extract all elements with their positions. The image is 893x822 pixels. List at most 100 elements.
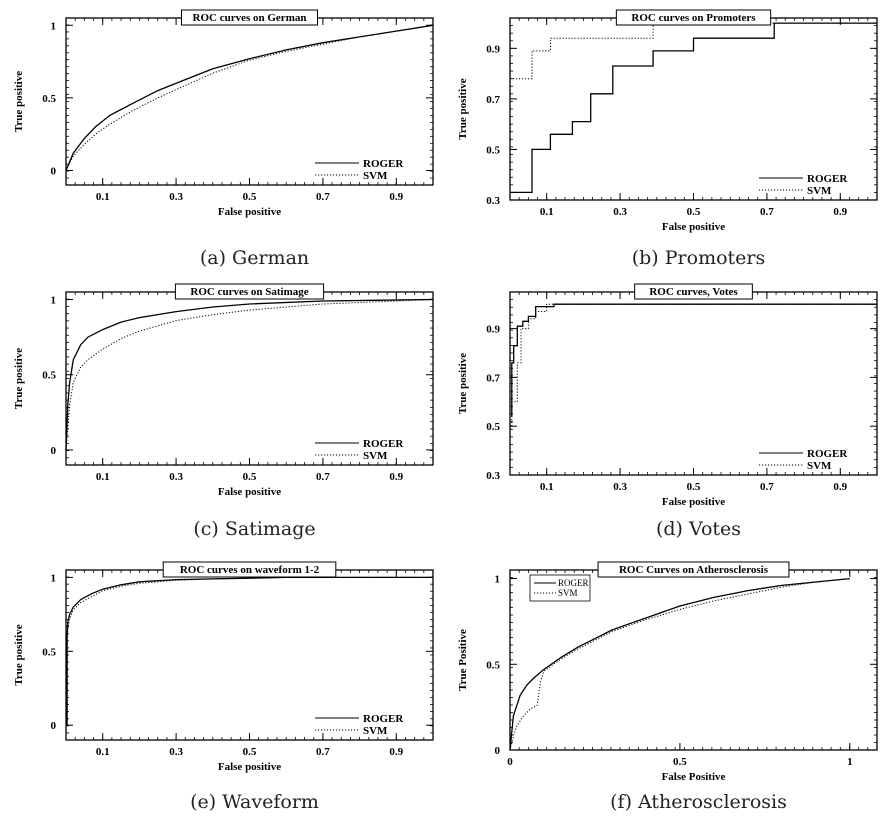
subfigure-caption: (d) Votes	[656, 518, 741, 540]
legend-label: ROGER	[363, 713, 404, 725]
series-line-svm	[65, 24, 434, 171]
subfigure-caption: (f) Atherosclerosis	[610, 791, 787, 813]
y-tick-label: 0.5	[486, 421, 500, 433]
x-tick-label: 0.1	[96, 746, 110, 758]
x-axis-label: False positive	[218, 486, 281, 498]
x-tick-label: 0.5	[243, 471, 257, 483]
y-tick-label: 0.7	[486, 94, 500, 106]
x-tick-label: 1	[847, 756, 853, 768]
x-tick-label: 0.3	[169, 746, 183, 758]
x-tick-label: 0.1	[540, 206, 554, 218]
x-tick-label: 0.3	[613, 481, 627, 493]
y-tick-label: 0.3	[486, 470, 500, 482]
chart-panel-4: 0.1 0.3 0.5 0.7 0.9 0 0.5 1 False positive True p…	[13, 561, 434, 813]
x-tick-label: 0.7	[316, 746, 330, 758]
y-tick-label: 0.5	[42, 370, 56, 382]
x-tick-label: 0.7	[760, 206, 774, 218]
subfigure-caption: (e) Waveform	[190, 791, 319, 813]
x-tick-label: 0.5	[687, 481, 701, 493]
y-tick-label: 1	[495, 574, 501, 586]
chart-title: ROC curves, Votes	[649, 286, 738, 298]
chart-title-box	[634, 283, 753, 300]
x-tick-label: 0.3	[169, 191, 183, 203]
y-tick-label: 1	[51, 20, 57, 32]
x-tick-label: 0.9	[833, 206, 847, 218]
y-tick-label: 1	[51, 295, 57, 307]
x-tick-label: 0.7	[316, 191, 330, 203]
subfigure-caption: (a) German	[200, 247, 309, 269]
chart-title-box	[174, 283, 325, 300]
chart-title-box	[162, 561, 337, 578]
x-axis-label: False Positive	[662, 771, 726, 783]
chart-title: ROC curves on waveform 1-2	[180, 564, 320, 576]
series-line-roger	[510, 22, 877, 194]
chart-panel-2: 0.1 0.3 0.5 0.7 0.9 0 0.5 1 False positive True p…	[13, 283, 434, 540]
y-axis-label: True positive	[13, 71, 25, 132]
series-line-roger	[509, 577, 850, 751]
x-tick-label: 0.9	[389, 746, 403, 758]
y-axis-label: True positive	[13, 348, 25, 409]
x-tick-label: 0.5	[673, 756, 687, 768]
y-tick-label: 0.5	[486, 144, 500, 156]
x-axis-label: False positive	[218, 761, 281, 773]
y-axis-label: True positive	[457, 78, 469, 139]
legend-box	[529, 574, 591, 602]
legend-label: ROGER	[363, 158, 404, 170]
series-line-svm	[510, 22, 877, 80]
subfigure-caption: (c) Satimage	[193, 518, 315, 540]
x-tick-label: 0.5	[243, 746, 257, 758]
legend-label: SVM	[363, 170, 388, 182]
y-tick-label: 0.5	[42, 93, 56, 105]
y-tick-label: 0.3	[486, 195, 500, 207]
x-tick-label: 0.9	[833, 481, 847, 493]
chart-title: ROC curves on Satimage	[190, 286, 308, 298]
x-axis-label: False positive	[662, 496, 725, 508]
y-tick-label: 0	[51, 165, 57, 177]
y-tick-label: 0	[51, 720, 57, 732]
y-tick-label: 1	[51, 572, 57, 584]
x-tick-label: 0.1	[540, 481, 554, 493]
y-tick-label: 0	[51, 445, 57, 457]
legend-label: SVM	[363, 725, 388, 737]
x-tick-label: 0.5	[687, 206, 701, 218]
x-tick-label: 0.9	[389, 471, 403, 483]
chart-title: ROC curves on Promoters	[631, 12, 756, 24]
chart-panel-3: 0.1 0.3 0.5 0.7 0.9 0.3 0.5 0.7 0.9 False positiv…	[457, 283, 878, 540]
legend-label: SVM	[807, 460, 832, 472]
x-tick-label: 0.5	[243, 191, 257, 203]
series-line-roger	[65, 24, 434, 171]
chart-panel-5: 0 0.5 1 0 0.5 1 False Positive True Positive ROC…	[457, 561, 878, 813]
y-tick-label: 0.5	[486, 659, 500, 671]
x-tick-label: 0.1	[96, 191, 110, 203]
x-tick-label: 0.9	[389, 191, 403, 203]
x-tick-label: 0.3	[613, 206, 627, 218]
chart-title-box	[597, 561, 790, 578]
legend-label: ROGER	[807, 448, 848, 460]
legend-label: ROGER	[558, 578, 589, 588]
series-line-roger	[65, 298, 434, 451]
x-axis-label: False positive	[662, 221, 725, 233]
chart-title: ROC curves on German	[193, 12, 307, 24]
chart-title-box	[615, 9, 772, 26]
series-line-svm	[66, 576, 433, 726]
y-tick-label: 0.9	[486, 43, 500, 55]
x-tick-label: 0.7	[316, 471, 330, 483]
legend-label: ROGER	[363, 438, 404, 450]
y-axis-label: True positive	[457, 353, 469, 414]
subfigure-caption: (b) Promoters	[632, 247, 766, 269]
chart-title-box	[181, 9, 318, 26]
legend-label: SVM	[363, 450, 388, 462]
y-axis-label: True Positive	[457, 629, 469, 691]
y-tick-label: 0.7	[486, 372, 500, 384]
series-line-svm	[511, 303, 877, 427]
x-axis-label: False positive	[218, 206, 281, 218]
series-line-roger	[66, 576, 433, 726]
chart-panel-1: 0.1 0.3 0.5 0.7 0.9 0.3 0.5 0.7 0.9 False positiv…	[457, 9, 878, 269]
x-tick-label: 0.3	[169, 471, 183, 483]
legend-label: ROGER	[807, 173, 848, 185]
chart-panel-0: 0.1 0.3 0.5 0.7 0.9 0 0.5 1 False positive True p…	[13, 9, 434, 269]
x-tick-label: 0	[507, 756, 513, 768]
series-line-svm	[65, 299, 434, 451]
legend-label: SVM	[558, 588, 578, 598]
x-tick-label: 0.1	[96, 471, 110, 483]
